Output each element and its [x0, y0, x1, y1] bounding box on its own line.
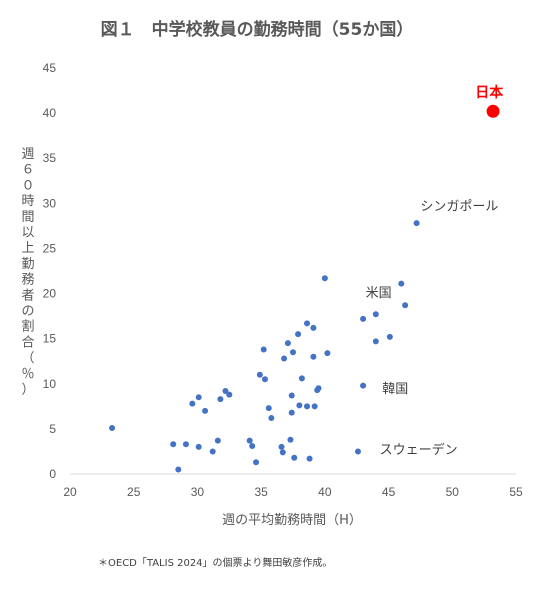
data-point: [182, 441, 189, 448]
x-tick-label: 35: [254, 485, 268, 499]
data-point: [284, 340, 291, 347]
data-point: [256, 371, 263, 378]
data-point: [217, 396, 224, 403]
data-point: [287, 436, 294, 443]
data-point: [279, 449, 286, 456]
data-point: [310, 353, 317, 360]
data-point: [288, 392, 295, 399]
data-point: [295, 331, 302, 338]
x-tick-label: 20: [63, 485, 77, 499]
x-tick-label: 45: [382, 485, 396, 499]
annotation-label: 米国: [366, 286, 392, 301]
annotation-label: 韓国: [382, 382, 408, 397]
data-point: [268, 415, 275, 422]
y-axis-ticks: 0 5 10 15 20 25 30 35 40 45: [43, 61, 57, 481]
data-point: [321, 275, 328, 282]
y-tick-label: 0: [49, 467, 56, 481]
data-point: [278, 443, 285, 450]
data-point: [249, 443, 256, 450]
data-point: [386, 333, 393, 340]
data-point: [372, 338, 379, 345]
data-point: [324, 350, 331, 357]
data-point: [398, 280, 405, 287]
y-tick-label: 10: [43, 377, 57, 391]
data-point: [253, 459, 260, 466]
data-point: [304, 403, 311, 410]
annotation-label: シンガポール: [420, 200, 498, 215]
data-point: [372, 311, 379, 318]
data-point: [310, 324, 317, 331]
data-point: [298, 375, 305, 382]
data-point: [265, 405, 272, 412]
data-point: [195, 394, 202, 401]
annotation-label: スウェーデン: [380, 442, 458, 458]
data-point: [109, 424, 116, 431]
data-point: [246, 437, 253, 444]
data-point: [354, 448, 361, 455]
data-point: [413, 220, 420, 227]
data-point: [296, 402, 303, 409]
data-point: [306, 455, 313, 462]
y-tick-label: 5: [49, 422, 56, 436]
x-tick-label: 25: [127, 485, 141, 499]
data-point: [170, 441, 177, 448]
y-tick-label: 25: [43, 241, 57, 255]
y-tick-label: 30: [43, 196, 57, 210]
y-tick-label: 45: [43, 61, 57, 75]
data-point: [402, 302, 409, 309]
data-point: [290, 349, 296, 356]
y-axis-label: 週６０時間以上勤務者の割合（％）: [21, 147, 34, 397]
y-tick-label: 20: [43, 287, 57, 301]
data-point: [360, 382, 367, 389]
data-point: [304, 320, 311, 327]
data-point: [189, 400, 196, 407]
data-point: [222, 387, 229, 394]
y-tick-label: 15: [43, 332, 57, 346]
data-point: [261, 376, 268, 383]
data-points: [109, 104, 500, 473]
data-point: [281, 355, 288, 362]
data-point: [360, 315, 367, 322]
footnote: ＊OECD「TALIS 2024」の個票より舞田敏彦作成。: [98, 556, 332, 569]
data-point: [311, 403, 318, 410]
data-point-japan: [486, 104, 500, 118]
annotation-japan: 日本: [475, 84, 504, 101]
x-tick-label: 50: [446, 485, 460, 499]
x-tick-label: 55: [509, 485, 523, 499]
chart-title: 図１ 中学校教員の勤務時間（55か国）: [101, 19, 414, 40]
data-point: [175, 466, 182, 473]
x-axis-label: 週の平均勤務時間（H）: [222, 513, 362, 528]
data-point: [315, 385, 322, 392]
data-point: [195, 443, 202, 450]
y-tick-label: 35: [43, 151, 57, 165]
data-point: [226, 391, 233, 398]
x-axis-ticks: 20 25 30 35 40 45 50 55: [63, 485, 523, 499]
x-tick-label: 40: [318, 485, 332, 499]
data-point: [288, 409, 295, 416]
data-point: [291, 454, 298, 461]
data-point: [260, 346, 267, 353]
x-tick-label: 30: [191, 485, 205, 499]
y-tick-label: 40: [43, 106, 57, 120]
data-point: [202, 407, 209, 414]
data-point: [209, 448, 216, 455]
data-point: [214, 437, 221, 444]
